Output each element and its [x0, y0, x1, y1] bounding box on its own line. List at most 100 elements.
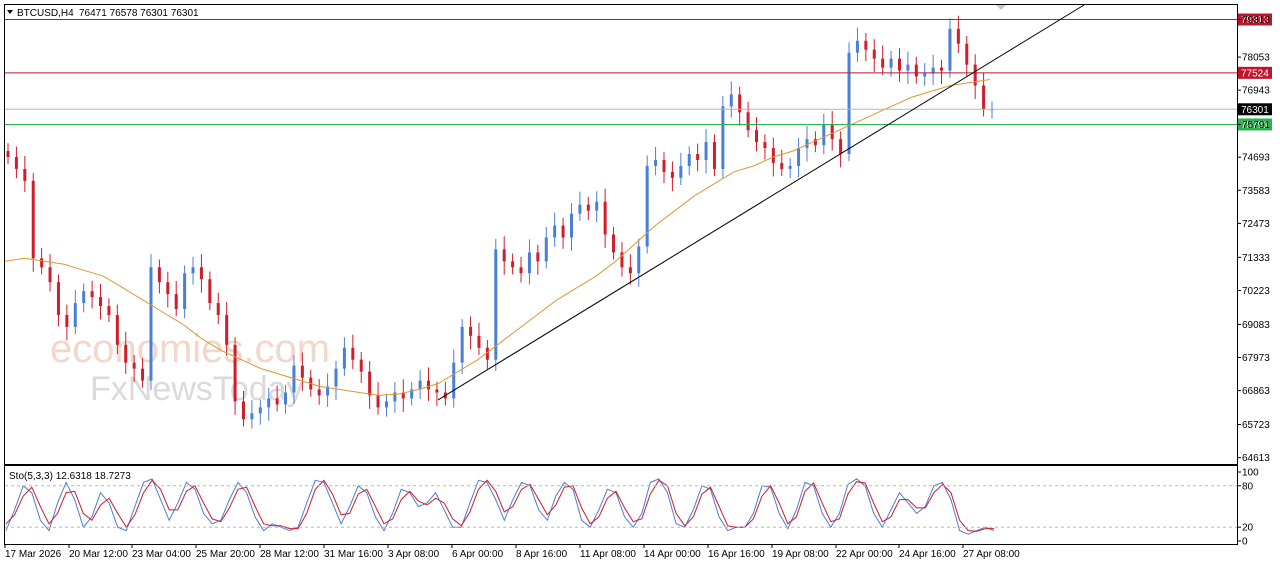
candle — [897, 48, 901, 82]
candle — [729, 81, 733, 118]
stoch-signal-line — [5, 479, 994, 532]
trendline — [437, 4, 1085, 401]
candle — [788, 158, 792, 179]
candle — [881, 45, 885, 75]
candle — [435, 381, 439, 406]
candle — [973, 54, 977, 99]
ma-line — [4, 79, 991, 396]
candle — [73, 289, 77, 335]
candle — [300, 352, 304, 391]
candle — [208, 271, 212, 311]
stoch-tick-label: 20 — [1242, 523, 1254, 534]
stoch-main-line — [5, 478, 995, 535]
candle — [755, 117, 759, 152]
dropdown-triangle-icon[interactable] — [7, 10, 13, 14]
stoch-tick-label: 80 — [1242, 481, 1254, 492]
x-tick-label: 31 Mar 16:00 — [324, 549, 383, 560]
stoch-tick-label: 100 — [1242, 468, 1259, 479]
candle — [65, 304, 69, 341]
x-tick-label: 19 Apr 08:00 — [772, 549, 829, 560]
candle — [872, 39, 876, 73]
candle — [99, 283, 103, 320]
candle — [965, 35, 969, 76]
y-tick-label: 73583 — [1242, 186, 1270, 197]
x-tick-label: 27 Apr 08:00 — [963, 549, 1020, 560]
price-tag — [1238, 13, 1272, 26]
candle — [241, 390, 245, 427]
candle — [696, 143, 700, 172]
candle — [376, 382, 380, 415]
candle — [124, 331, 128, 374]
candle — [225, 301, 229, 357]
candle — [830, 111, 834, 151]
stochastic-pane-frame — [4, 465, 1238, 545]
candle — [443, 382, 447, 406]
candle — [990, 101, 994, 119]
candle — [334, 360, 338, 400]
main-pane-frame — [4, 4, 1238, 465]
candle — [90, 280, 94, 309]
candle — [494, 238, 498, 372]
candle — [82, 283, 86, 313]
price-axis: 79313 78053 76943 75791 74693 73583 72473 71333… — [1237, 15, 1270, 464]
x-tick-label: 17 Mar 2026 — [5, 549, 62, 560]
candle — [469, 316, 473, 350]
x-tick-label: 6 Apr 00:00 — [452, 549, 504, 560]
y-tick-label: 75791 — [1242, 120, 1270, 131]
candle — [628, 254, 632, 285]
candle — [712, 134, 716, 177]
y-tick-label: 66863 — [1242, 386, 1270, 397]
candle — [401, 379, 405, 412]
x-tick-label: 20 Mar 12:00 — [69, 549, 128, 560]
candle — [645, 155, 649, 254]
symbol-label: BTCUSD,H4 — [17, 8, 74, 19]
candle — [948, 18, 952, 78]
horizontal-levels: 79313 77524 76301 75791 — [5, 13, 1272, 131]
candle — [620, 241, 624, 277]
x-tick-label: 28 Mar 12:00 — [260, 549, 319, 560]
x-tick-label: 25 Mar 20:00 — [196, 549, 255, 560]
y-tick-label: 64613 — [1242, 453, 1270, 464]
candle — [31, 173, 35, 272]
shift-marker-icon[interactable] — [996, 5, 1006, 10]
ascending-trendline[interactable] — [437, 4, 1085, 401]
price-tag-label: 75791 — [1241, 120, 1269, 131]
candle — [763, 134, 767, 160]
candle — [284, 384, 288, 414]
candle — [410, 381, 414, 406]
stochastic-label: Sto(5,3,3) 12.6318 18.7273 — [9, 471, 131, 482]
x-tick-label: 11 Apr 08:00 — [580, 549, 636, 560]
x-tick-label: 14 Apr 00:00 — [644, 549, 701, 560]
price-tag-label: 79313 — [1241, 15, 1269, 26]
candle — [216, 292, 220, 325]
candle — [931, 54, 935, 85]
candle — [864, 33, 868, 62]
price-tag — [1238, 66, 1272, 79]
candle — [23, 155, 27, 193]
candle — [384, 393, 388, 417]
price-tag-label: 77524 — [1241, 68, 1269, 79]
candle — [595, 191, 599, 222]
candle — [48, 254, 52, 292]
candle — [418, 370, 422, 399]
x-tick-label: 23 Mar 04:00 — [132, 549, 191, 560]
candle — [687, 146, 691, 176]
watermark-fxnewstoday: FxNewsToday — [90, 370, 304, 408]
candle — [940, 59, 944, 84]
price-tag — [1238, 118, 1272, 131]
candle — [485, 340, 489, 369]
candle — [149, 254, 153, 390]
candle — [351, 334, 355, 369]
candle — [586, 196, 590, 220]
candle — [250, 400, 254, 429]
y-tick-label: 76943 — [1242, 86, 1270, 97]
candle — [746, 101, 750, 138]
candle — [612, 226, 616, 260]
candle — [6, 143, 10, 165]
candle — [855, 27, 859, 62]
y-tick-label: 79313 — [1242, 15, 1270, 26]
candle — [822, 113, 826, 155]
y-tick-label: 74693 — [1242, 153, 1270, 164]
candle — [670, 161, 674, 192]
